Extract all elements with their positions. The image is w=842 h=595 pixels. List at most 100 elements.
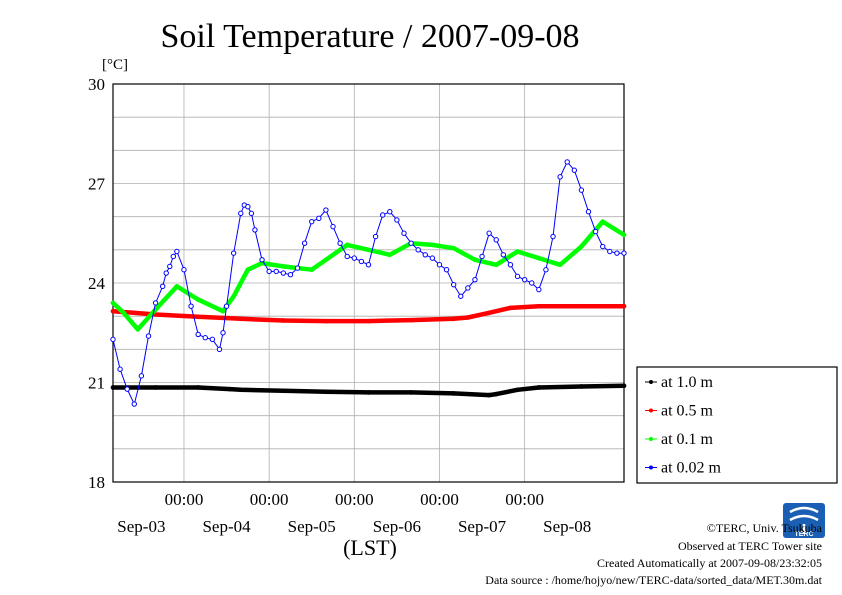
legend-swatch-marker xyxy=(649,408,653,413)
data-point xyxy=(252,227,258,233)
data-point xyxy=(188,303,194,309)
data-point xyxy=(281,264,286,269)
data-point xyxy=(600,243,606,250)
data-point xyxy=(287,272,294,278)
data-point xyxy=(309,267,315,273)
data-point xyxy=(344,242,350,248)
data-point xyxy=(220,330,226,336)
data-point xyxy=(507,262,514,268)
terc-logo-text: TERC xyxy=(794,531,813,538)
y-tick-label: 18 xyxy=(88,473,105,492)
data-point xyxy=(174,284,180,289)
data-point xyxy=(195,297,201,302)
data-point xyxy=(408,317,414,323)
data-point xyxy=(110,308,116,314)
y-axis-unit: [°C] xyxy=(102,57,128,73)
data-point xyxy=(135,327,141,332)
credit-copyright: ©TERC, Univ. Tsukuba xyxy=(707,521,823,535)
data-point xyxy=(614,250,620,256)
data-point xyxy=(316,215,322,222)
y-tick-label: 24 xyxy=(88,274,106,293)
data-point xyxy=(450,281,457,288)
y-tick-labels: 18 21 24 27 30 xyxy=(88,75,106,492)
data-point xyxy=(110,336,116,343)
legend-box xyxy=(636,366,838,484)
data-point xyxy=(521,276,528,283)
data-point xyxy=(557,174,563,180)
data-point xyxy=(280,270,287,276)
data-point xyxy=(121,310,126,316)
data-point xyxy=(294,265,301,271)
terc-logo-icon xyxy=(783,503,825,538)
data-point xyxy=(209,336,216,343)
data-point xyxy=(301,240,308,246)
x-time-tick-label: 00:00 xyxy=(250,490,289,509)
data-point xyxy=(500,252,507,258)
data-point xyxy=(415,247,421,253)
data-point xyxy=(621,303,627,309)
data-point xyxy=(429,255,436,261)
credit-data-source: Data source : /home/hojyo/new/TERC-data/… xyxy=(485,573,822,587)
data-point xyxy=(238,210,244,217)
data-point xyxy=(493,237,499,243)
x-date-tick-label: Sep-05 xyxy=(288,517,336,536)
data-point xyxy=(344,253,350,260)
data-point xyxy=(366,247,371,253)
data-point xyxy=(323,207,329,213)
data-point xyxy=(110,385,116,390)
data-point xyxy=(387,252,393,258)
x-time-tick-label: 00:00 xyxy=(420,490,459,509)
data-point xyxy=(451,391,456,396)
data-point xyxy=(195,331,201,338)
legend-label: at 0.02 m xyxy=(661,460,722,477)
data-point xyxy=(351,255,358,261)
data-point xyxy=(579,303,584,309)
legend-label: at 0.5 m xyxy=(661,403,714,420)
data-point xyxy=(451,316,456,322)
data-point xyxy=(472,276,478,283)
data-point xyxy=(372,233,379,240)
data-point xyxy=(578,187,585,193)
data-point xyxy=(465,315,471,320)
data-point xyxy=(110,300,116,306)
data-point xyxy=(323,318,329,324)
data-point xyxy=(323,389,329,395)
data-point xyxy=(515,249,520,254)
chart-title: Soil Temperature / 2007-09-08 xyxy=(160,18,579,55)
terc-logo: TERC xyxy=(783,503,825,538)
legend: at 1.0 m at 0.5 m at 0.1 m at 0.02 m xyxy=(636,366,838,484)
data-point xyxy=(493,391,499,397)
data-point xyxy=(472,257,478,263)
data-point xyxy=(529,280,535,286)
data-point xyxy=(245,267,251,273)
data-point xyxy=(451,245,456,251)
data-point xyxy=(238,316,244,322)
data-point xyxy=(621,250,627,256)
data-point xyxy=(366,318,371,324)
data-point xyxy=(465,285,471,291)
data-point xyxy=(515,387,520,393)
data-point xyxy=(508,305,513,311)
legend-label: at 1.0 m xyxy=(661,374,714,391)
data-point xyxy=(430,242,435,248)
data-point xyxy=(259,257,265,263)
data-point xyxy=(273,268,279,275)
data-point xyxy=(486,310,492,316)
data-point xyxy=(486,392,492,398)
series-group xyxy=(110,159,627,407)
data-point xyxy=(443,267,450,273)
data-point xyxy=(223,303,230,309)
data-point xyxy=(379,212,386,218)
legend-swatch-marker xyxy=(649,465,653,470)
x-date-tick-label: Sep-06 xyxy=(373,517,421,536)
grid xyxy=(113,84,624,482)
data-point xyxy=(514,273,521,280)
data-point xyxy=(117,366,123,372)
data-point xyxy=(163,270,169,276)
data-point xyxy=(422,252,428,258)
data-point xyxy=(592,228,599,235)
data-point xyxy=(330,223,336,230)
data-point xyxy=(607,248,613,255)
data-point xyxy=(131,401,137,407)
